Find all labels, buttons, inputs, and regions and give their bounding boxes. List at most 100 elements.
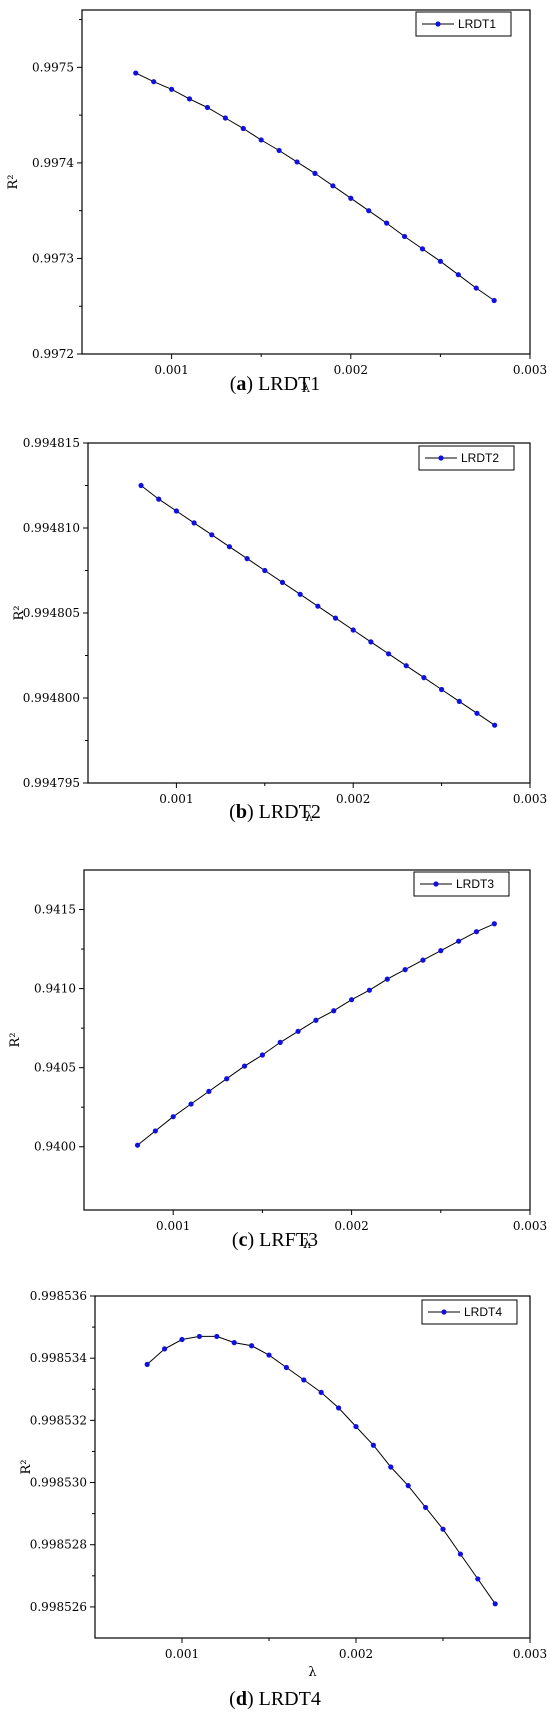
data-point [209,532,215,538]
data-point [226,544,233,550]
data-point [438,948,444,954]
data-point [295,1028,301,1034]
data-point [330,183,336,189]
plot-frame [94,1295,531,1639]
series-line [135,72,495,301]
x-axis-label: λ [302,381,310,396]
y-tick-label: 0.9972 [32,347,74,361]
x-axis-label: λ [308,1665,316,1680]
data-point [170,1114,176,1120]
data-point [473,285,479,291]
data-point [186,96,193,102]
data-point [437,258,443,264]
y-tick-label: 0.998534 [30,1351,88,1365]
y-tick-label: 0.998528 [30,1538,87,1552]
y-tick-label: 0.998532 [30,1413,87,1427]
data-point [492,1601,498,1607]
y-tick-label: 0.9974 [32,156,74,170]
data-point [385,651,392,657]
panel-a: 0.001 0.002 0.003 0.9972 0.9973 0.9974 0.9975 λ… [6,9,547,396]
x-tick-label: 0.003 [513,363,547,377]
caption-letter: b [236,801,247,823]
caption-letter: c [239,1229,248,1251]
data-point [196,1333,202,1340]
x-axis-label: λ [305,810,313,825]
y-tick-label: 0.9410 [34,982,76,996]
data-point [405,1483,411,1489]
data-point [258,137,264,143]
panel-b: 0.001 0.002 0.003 0.994795 0.994800 0.994805 0… [12,436,547,825]
caption-paren: ) [247,1688,254,1710]
data-point [384,976,390,982]
data-point [294,159,300,165]
data-point [224,1076,230,1082]
y-tick-label: 0.994795 [23,776,80,790]
caption-text: LRDT4 [254,1688,321,1710]
data-point [336,1405,342,1411]
data-point [297,591,303,597]
caption-paren: ( [229,1688,236,1710]
data-point [475,1576,481,1582]
caption-paren: ) [247,1229,254,1251]
y-tick-label: 0.998526 [30,1600,87,1614]
data-point [179,1336,185,1343]
data-point [266,1352,272,1358]
data-point [423,1504,429,1511]
data-point [318,1389,324,1395]
panel-caption: (a) LRDT1 [230,373,321,395]
data-point [348,195,354,201]
data-point [439,686,445,693]
data-point [169,86,175,92]
data-point [370,1442,376,1448]
data-point [331,1008,337,1014]
x-tick-label: 0.001 [156,1219,190,1233]
y-tick-label: 0.998530 [30,1476,87,1490]
data-point [384,220,390,226]
x-tick-label: 0.003 [513,792,547,806]
data-point [301,1377,307,1383]
y-tick-label: 0.9400 [34,1140,76,1154]
data-point [440,1526,446,1532]
data-point [401,233,408,240]
y-axis-label: R² [12,606,27,621]
data-point [419,246,426,252]
data-point [366,987,373,993]
panel-caption: (d) LRDT4 [229,1688,321,1710]
data-point [276,147,282,154]
caption-paren: ( [229,801,236,823]
legend-marker [438,455,444,461]
caption-text: LRFT3 [254,1229,318,1251]
data-point [241,1063,248,1069]
data-point [353,1423,359,1430]
data-point [138,482,144,489]
x-tick-label: 0.001 [154,363,188,377]
panel-caption: (c) LRFT3 [232,1229,318,1251]
series-line [146,1335,496,1605]
x-tick-label: 0.003 [513,1647,547,1661]
x-tick-label: 0.003 [513,1219,547,1233]
data-point [240,125,246,132]
data-point [491,297,497,304]
y-tick-label: 0.9973 [32,251,74,265]
data-point [191,520,197,526]
caption-paren: ) [246,373,253,395]
x-tick-label: 0.001 [159,792,193,806]
data-point [457,1551,463,1557]
panel-d: 0.001 0.002 0.003 0.998526 0.998528 0.998530 0… [19,1289,547,1710]
data-point [173,508,179,514]
data-point [403,663,409,669]
caption-paren: ( [230,373,237,395]
data-point [277,1039,283,1045]
y-tick-label: 0.994800 [23,691,80,705]
data-point [214,1333,220,1340]
panel-caption: (b) LRDT2 [229,801,321,823]
data-point [492,722,498,728]
data-point [456,938,462,944]
y-axis-label: R² [6,175,21,190]
data-point [162,1346,168,1352]
data-point [244,556,250,562]
legend-marker [441,1309,447,1315]
data-point [421,675,427,681]
caption-text: LRDT1 [253,373,320,395]
